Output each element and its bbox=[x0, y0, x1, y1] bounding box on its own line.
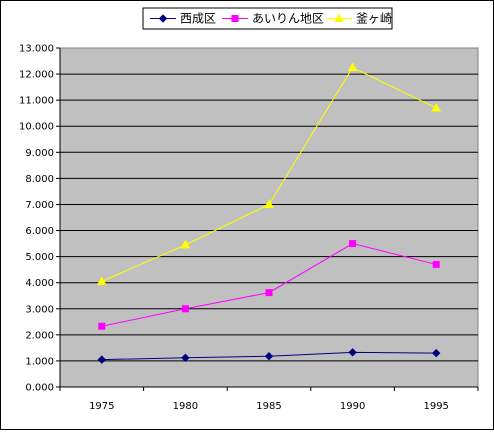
legend-marker bbox=[158, 14, 168, 23]
data-point bbox=[181, 353, 190, 363]
x-tick-label: 1995 bbox=[423, 401, 448, 412]
legend-marker bbox=[334, 13, 344, 22]
y-tick-label: 3.000 bbox=[25, 304, 54, 315]
y-tick-label: 7.000 bbox=[25, 200, 54, 211]
y-tick-label: 1.000 bbox=[25, 356, 54, 367]
gridlines bbox=[60, 73, 478, 362]
legend-label: あいりん地区 bbox=[252, 12, 324, 26]
legend-label: 西成区 bbox=[180, 12, 216, 26]
plot-area bbox=[59, 47, 479, 388]
data-point bbox=[181, 305, 189, 313]
legend-entry: 西成区 bbox=[150, 12, 216, 26]
data-point bbox=[432, 260, 440, 268]
data-point bbox=[431, 348, 441, 358]
y-tick-label: 11.000 bbox=[19, 96, 54, 107]
series bbox=[98, 240, 440, 330]
data-point bbox=[97, 355, 107, 364]
data-point bbox=[96, 276, 107, 285]
data-point bbox=[265, 289, 273, 297]
y-tick-label: 12.000 bbox=[19, 70, 54, 81]
y-tick-label: 9.000 bbox=[25, 148, 54, 159]
x-tick-label: 1980 bbox=[173, 401, 198, 412]
series bbox=[96, 62, 442, 285]
data-point bbox=[347, 62, 358, 72]
legend-label: 釜ヶ崎 bbox=[356, 11, 392, 26]
legend-marker bbox=[231, 15, 239, 22]
y-tick-label: 13.000 bbox=[19, 44, 54, 55]
x-tick-label: 1975 bbox=[89, 401, 114, 412]
legend-entry: あいりん地区 bbox=[222, 12, 324, 26]
x-tick-label: 1990 bbox=[340, 401, 365, 412]
data-point bbox=[431, 102, 442, 112]
data-point bbox=[264, 352, 274, 361]
y-tick-label: 4.000 bbox=[25, 278, 54, 289]
data-point bbox=[98, 322, 106, 330]
axes: 0.000 1.000 2.000 3.000 4.000 5.000 6.000 7.000… bbox=[19, 44, 479, 412]
legend: 西成区 あいりん地区 釜ヶ崎 bbox=[142, 7, 393, 30]
y-tick-label: 0.000 bbox=[25, 383, 54, 394]
x-tick-label: 1985 bbox=[256, 401, 281, 412]
legend-entry: 釜ヶ崎 bbox=[326, 11, 392, 26]
data-point bbox=[348, 348, 357, 357]
y-tick-label: 10.000 bbox=[19, 122, 54, 133]
y-tick-label: 6.000 bbox=[25, 226, 54, 237]
data-point bbox=[264, 199, 274, 208]
series bbox=[97, 348, 441, 364]
y-tick-label: 8.000 bbox=[25, 174, 54, 185]
legend-box bbox=[142, 7, 393, 30]
y-tick-label: 5.000 bbox=[25, 252, 54, 263]
data-point bbox=[349, 240, 357, 248]
series-group bbox=[96, 62, 442, 364]
y-tick-label: 2.000 bbox=[25, 330, 54, 341]
data-point bbox=[180, 239, 191, 249]
